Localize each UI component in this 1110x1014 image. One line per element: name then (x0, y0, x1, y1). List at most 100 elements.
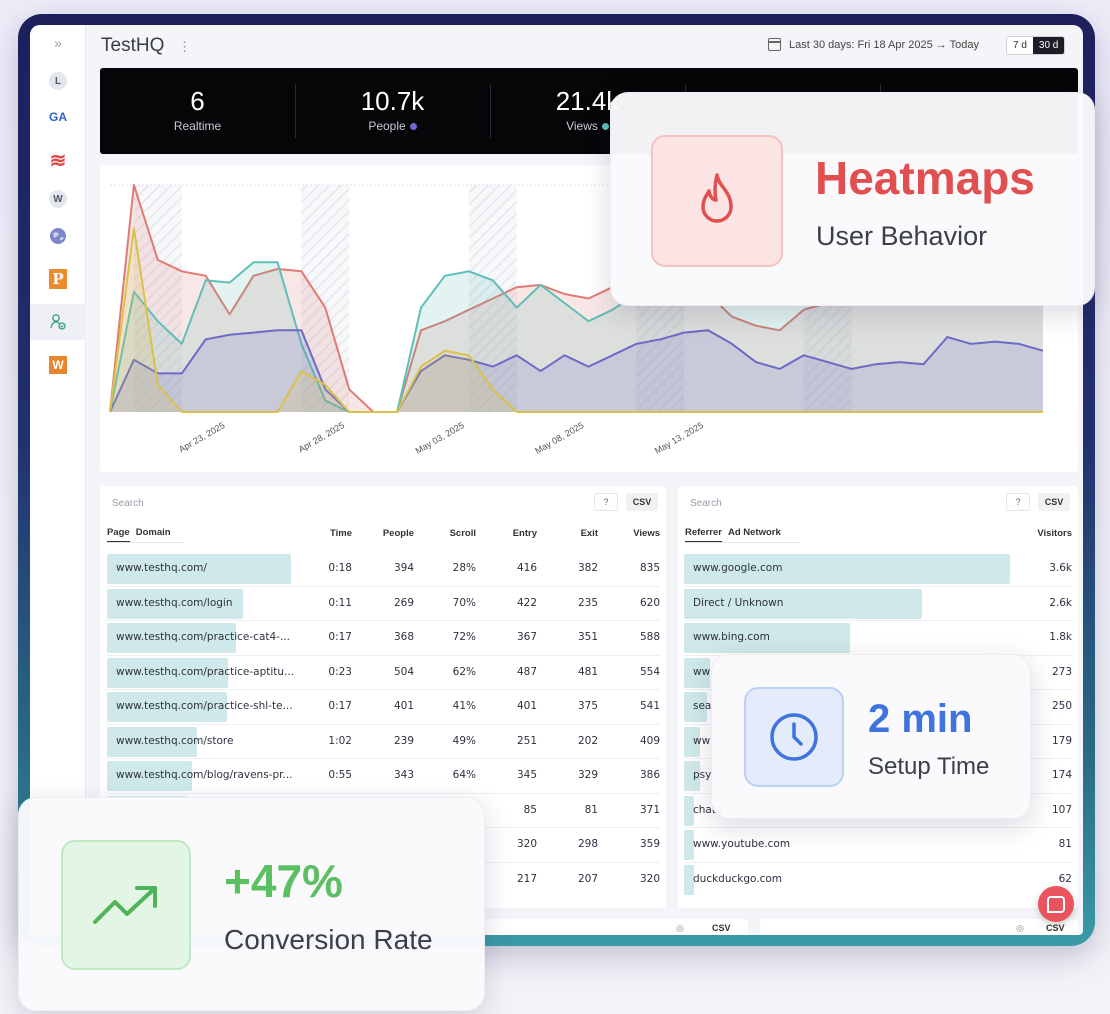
sidebar-site-globe[interactable] (30, 218, 86, 254)
table-row[interactable]: duckduckgo.com 62 (678, 861, 1078, 896)
heatmaps-title: Heatmaps (815, 152, 1035, 204)
row-views: 620 (639, 596, 660, 609)
row-label[interactable]: psy (693, 769, 712, 781)
col-views[interactable]: Views (633, 528, 660, 539)
row-visitors: 81 (1058, 838, 1072, 850)
bottom-panel-right: ◎ CSV (760, 919, 1078, 935)
sidebar-site-waves[interactable]: ≋ (30, 142, 86, 178)
heatmaps-icon-box (651, 135, 783, 267)
sidebar-site-active[interactable] (30, 304, 86, 340)
stat-people[interactable]: 10.7k People (295, 68, 490, 154)
col-time[interactable]: Time (329, 528, 352, 539)
col-scroll[interactable]: Scroll (449, 528, 476, 539)
site-w-icon: W (49, 190, 67, 208)
referrer-search-input[interactable]: Search (690, 498, 722, 509)
range-toggle: 7 d 30 d (1006, 36, 1066, 55)
more-options-icon[interactable]: ⋮ (178, 39, 191, 54)
help-icon: ? (1015, 497, 1021, 507)
row-bar (684, 588, 922, 619)
ga-icon: GA (49, 110, 67, 124)
row-bar (107, 588, 244, 619)
row-exit: 375 (577, 700, 598, 712)
row-label[interactable]: www.testhq.com/login (116, 596, 233, 609)
table-row[interactable]: www.testhq.com/login 0:11 269 70% 422 235 620 (100, 585, 666, 620)
table-row[interactable]: www.testhq.com/store 1:02 239 49% 251 202 409 (100, 723, 666, 758)
sidebar-site-w2[interactable]: W (30, 347, 86, 383)
row-people: 368 (393, 631, 414, 643)
col-people[interactable]: People (382, 528, 414, 539)
sidebar-site-ga[interactable]: GA (30, 99, 86, 135)
row-label[interactable]: www.testhq.com/blog/ravens-pr... (116, 769, 293, 781)
row-label[interactable]: ww (693, 734, 711, 747)
row-time: 1:02 (328, 734, 352, 747)
range-30d-button[interactable]: 30 d (1032, 37, 1065, 54)
stat-views[interactable]: 21.4k Views (490, 68, 685, 154)
date-range-picker[interactable]: Last 30 days: Fri 18 Apr 2025 → Today (768, 38, 979, 51)
pages-tabs: Page Domain (107, 527, 171, 543)
site-l-icon: L (49, 72, 67, 90)
chat-icon[interactable] (1038, 886, 1074, 922)
sidebar-expand-button[interactable]: » (30, 25, 86, 61)
pages-search-input[interactable]: Search (112, 498, 144, 509)
referrer-help-button[interactable]: ? (1006, 493, 1030, 511)
conversion-subtitle: Conversion Rate (224, 924, 433, 955)
series-line-2[interactable] (109, 329, 1044, 413)
table-row[interactable]: www.testhq.com/practice-cat4-... 0:17 368 7… (100, 620, 666, 654)
row-scroll: 64% (452, 769, 476, 781)
table-row[interactable]: www.testhq.com/blog/ravens-pr... 0:55 343 6… (100, 758, 666, 792)
col-visitors[interactable]: Visitors (1037, 528, 1072, 539)
row-label[interactable]: ww (693, 665, 711, 678)
referrer-csv-button[interactable]: CSV (1038, 493, 1070, 511)
sidebar-site-w[interactable]: W (30, 181, 86, 217)
row-visitors: 250 (1051, 700, 1072, 712)
trending-up-icon (93, 886, 157, 924)
row-bar (107, 761, 192, 791)
row-label[interactable]: www.testhq.com/practice-aptitu... (116, 665, 295, 678)
col-entry[interactable]: Entry (512, 528, 537, 539)
range-7d-button[interactable]: 7 d (1007, 37, 1033, 54)
row-label[interactable]: www.youtube.com (693, 838, 791, 850)
stat-label-wrap: Views (490, 119, 685, 133)
table-row[interactable]: www.testhq.com/practice-aptitu... 0:23 504… (100, 654, 666, 689)
row-label[interactable]: Direct / Unknown (693, 596, 784, 609)
help-icon[interactable]: ◎ (676, 923, 684, 933)
row-label[interactable]: www.testhq.com/practice-shl-te... (116, 700, 293, 712)
table-row[interactable]: www.bing.com 1.8k (678, 620, 1078, 654)
row-label[interactable]: duckduckgo.com (693, 872, 783, 885)
pages-help-button[interactable]: ? (594, 493, 618, 511)
row-label[interactable]: www.bing.com (693, 631, 770, 643)
row-views: 371 (639, 803, 660, 816)
row-views: 588 (639, 631, 660, 643)
tab-page[interactable]: Page (107, 527, 130, 543)
row-people: 401 (393, 700, 414, 712)
flame-icon (701, 173, 733, 223)
row-entry: 85 (523, 803, 537, 816)
sidebar-site-l[interactable]: L (30, 63, 86, 99)
pages-csv-button[interactable]: CSV (626, 493, 658, 511)
table-row[interactable]: www.testhq.com/0:18 394 28% 416 382 835 (100, 551, 666, 585)
table-row[interactable]: www.youtube.com 81 (678, 827, 1078, 861)
row-label[interactable]: www.testhq.com/practice-cat4-... (116, 631, 290, 643)
row-label[interactable]: www.google.com (693, 562, 783, 574)
row-exit: 382 (577, 562, 598, 574)
row-label[interactable]: sea (693, 700, 712, 712)
setup-title: 2 min (868, 697, 973, 741)
row-label[interactable]: www.testhq.com/store (116, 734, 234, 747)
col-exit[interactable]: Exit (580, 528, 598, 539)
table-row[interactable]: www.google.com 3.6k (678, 551, 1078, 585)
tab-domain[interactable]: Domain (135, 527, 171, 538)
tab-ad-network[interactable]: Ad Network (727, 527, 781, 538)
table-row[interactable]: Direct / Unknown 2.6k (678, 585, 1078, 620)
help-icon[interactable]: ◎ (1016, 923, 1024, 933)
heatmaps-subtitle: User Behavior (816, 221, 988, 251)
bottom-left-csv-button[interactable]: CSV (712, 923, 731, 933)
tab-referrer[interactable]: Referrer (685, 527, 722, 543)
help-icon: ? (603, 497, 609, 507)
sidebar-site-p[interactable]: P (30, 261, 86, 297)
series-line-3[interactable] (109, 227, 1043, 413)
bottom-right-csv-button[interactable]: CSV (1046, 923, 1065, 933)
stat-realtime[interactable]: 6 Realtime (100, 68, 295, 154)
stat-value: 10.7k (360, 86, 425, 116)
row-label[interactable]: www.testhq.com/ (116, 562, 207, 574)
table-row[interactable]: www.testhq.com/practice-shl-te... 0:17 401… (100, 689, 666, 723)
